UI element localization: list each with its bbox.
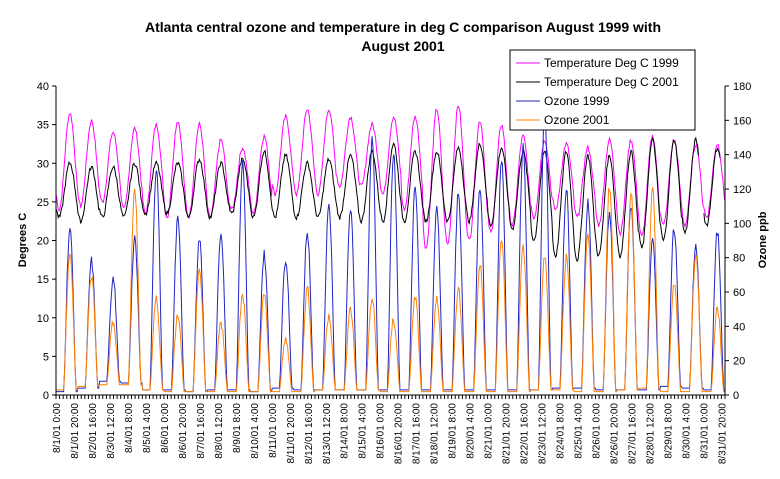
chart-title: Atlanta central ozone and temperature in…: [145, 19, 661, 54]
x-tick-label: 8/28/01 12:00: [646, 403, 657, 465]
x-tick-label: 8/16/01 0:00: [376, 403, 387, 459]
legend: Temperature Deg C 1999 Temperature Deg C …: [509, 49, 696, 131]
series-line-0: [55, 105, 726, 249]
x-tick-label: 8/3/01 12:00: [106, 403, 117, 459]
legend-label-3: Ozone 2001: [544, 113, 610, 127]
x-tick-label: 8/8/01 12:00: [214, 403, 225, 459]
x-tick-label: 8/19/01 8:00: [448, 403, 459, 459]
x-tick-label: 8/4/01 8:00: [124, 403, 135, 453]
x-tick-label: 8/30/01 4:00: [681, 403, 692, 459]
legend-label-2: Ozone 1999: [544, 94, 610, 108]
right-tick-label: 180: [733, 81, 751, 93]
left-axis-title: Degrees C: [17, 213, 29, 267]
x-tick-band: [55, 395, 726, 399]
x-tick-label: 8/7/01 16:00: [196, 403, 207, 459]
left-tick-label: 10: [37, 313, 49, 325]
right-axis-title: Ozone ppb: [757, 211, 769, 268]
x-tick-label: 8/1/01 20:00: [70, 403, 81, 459]
x-tick-label: 8/17/01 16:00: [412, 403, 423, 465]
left-tick-label: 20: [37, 236, 49, 248]
x-tick-label: 8/6/01 0:00: [160, 403, 171, 453]
right-tick-label: 80: [733, 253, 745, 265]
legend-box: [509, 49, 696, 131]
x-tick-label: 8/13/01 12:00: [322, 403, 333, 465]
x-tick-label: 8/15/01 4:00: [358, 403, 369, 459]
x-tick-label: 8/12/01 16:00: [304, 403, 315, 465]
x-tick-label: 8/18/01 12:00: [430, 403, 441, 465]
x-tick-label: 8/26/01 20:00: [610, 403, 621, 465]
x-tick-label: 8/21/01 0:00: [484, 403, 495, 459]
x-tick-label: 8/23/01 12:00: [538, 403, 549, 465]
left-tick-label: 0: [43, 390, 49, 402]
left-tick-label: 35: [37, 120, 49, 132]
x-tick-label: 8/11/01 20:00: [286, 403, 297, 464]
right-tick-label: 100: [733, 218, 751, 230]
x-tick-label: 8/5/01 4:00: [142, 403, 153, 453]
right-tick-label: 160: [733, 115, 751, 127]
left-tick-label: 15: [37, 274, 49, 286]
legend-label-0: Temperature Deg C 1999: [544, 56, 679, 70]
series-line-1: [55, 136, 721, 263]
series-layer: [55, 105, 726, 393]
right-tick-label: 0: [733, 390, 739, 402]
chart-title-line-1: Atlanta central ozone and temperature in…: [145, 19, 661, 35]
legend-label-1: Temperature Deg C 2001: [544, 75, 679, 89]
x-tick-label: 8/11/01 0:00: [268, 403, 279, 458]
left-tick-label: 5: [43, 351, 49, 363]
x-tick-label: 8/25/01 4:00: [574, 403, 585, 459]
series-line-3: [56, 187, 725, 393]
x-tick-label: 8/14/01 8:00: [340, 403, 351, 459]
x-tick-label: 8/26/01 0:00: [592, 403, 603, 459]
x-tick-label: 8/22/01 16:00: [520, 403, 531, 465]
x-tick-label: 8/6/01 20:00: [178, 403, 189, 459]
x-tick-label: 8/9/01 8:00: [232, 403, 243, 453]
x-tick-label: 8/31/01 0:00: [699, 403, 710, 459]
right-tick-label: 120: [733, 184, 751, 196]
right-tick-label: 40: [733, 321, 745, 333]
chart-title-line-2: August 2001: [361, 38, 444, 54]
left-tick-label: 25: [37, 197, 49, 209]
x-tick-label: 8/1/01 0:00: [52, 403, 63, 453]
x-tick-label: 8/21/01 20:00: [502, 403, 513, 465]
x-tick-label: 8/10/01 4:00: [250, 403, 261, 459]
x-tick-label: 8/20/01 4:00: [466, 403, 477, 459]
left-tick-label: 30: [37, 158, 49, 170]
left-tick-label: 40: [37, 81, 49, 93]
x-tick-label: 8/27/01 16:00: [628, 403, 639, 465]
x-tick-label: 8/16/01 20:00: [394, 403, 405, 465]
right-tick-label: 140: [733, 150, 751, 162]
right-tick-label: 60: [733, 287, 745, 299]
x-tick-label: 8/2/01 16:00: [88, 403, 99, 459]
x-tick-label: 8/31/01 20:00: [717, 403, 728, 465]
right-tick-label: 20: [733, 356, 745, 368]
axes-layer: 0 5 10 15 20 25 30 35 40 0 20 40 60 80 100 120 140 160 180…: [37, 81, 752, 464]
x-tick-label: 8/24/01 8:00: [556, 403, 567, 459]
x-tick-label: 8/29/01 8:00: [664, 403, 675, 459]
